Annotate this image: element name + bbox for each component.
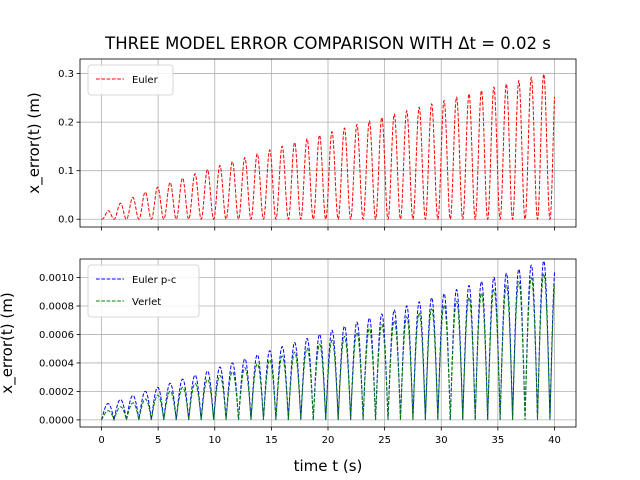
y-tick-label: 0.3 [58,69,74,80]
y-tick-label: 0.0 [58,215,74,226]
x-tick-label: 40 [548,435,561,446]
legend-box [87,264,200,318]
x-tick-label: 20 [322,435,335,446]
panel-top: 0.0 0.1 0.2 0.3 x_error(t) (m) Euler [25,58,577,231]
legend-box [87,64,174,96]
x-tick-label: 15 [265,435,278,446]
legend-label: Euler p-c [132,275,176,286]
legend-label: Verlet [132,297,161,308]
y-tick-label: 0.0000 [39,415,74,426]
series-line-euler [101,73,555,221]
y-tick-label: 0.0006 [39,330,74,341]
x-tick-label: 0 [98,435,104,446]
y-tick-label: 0.0008 [39,301,74,312]
y-axis-label: x_error(t) (m) [0,292,17,393]
chart-title: THREE MODEL ERROR COMPARISON WITH Δt = 0… [104,34,551,53]
y-tick-label: 0.0002 [39,387,74,398]
y-axis-label: x_error(t) (m) [25,92,44,193]
y-tick-label: 0.1 [58,166,74,177]
x-axis-label: time t (s) [294,457,363,475]
x-tick-label: 10 [208,435,221,446]
panel-bottom: 0 5 10 15 20 25 30 35 40 0.0000 0.0002 0.0004 0.0006… [0,258,577,446]
x-tick-label: 5 [155,435,161,446]
x-tick-label: 25 [378,435,391,446]
x-tick-label: 35 [491,435,504,446]
y-tick-label: 0.2 [58,118,74,129]
y-tick-label: 0.0004 [39,358,74,369]
series-line-verlet [101,273,555,422]
legend-label: Euler [132,75,159,86]
y-tick-label: 0.0010 [39,273,74,284]
x-tick-label: 30 [435,435,448,446]
